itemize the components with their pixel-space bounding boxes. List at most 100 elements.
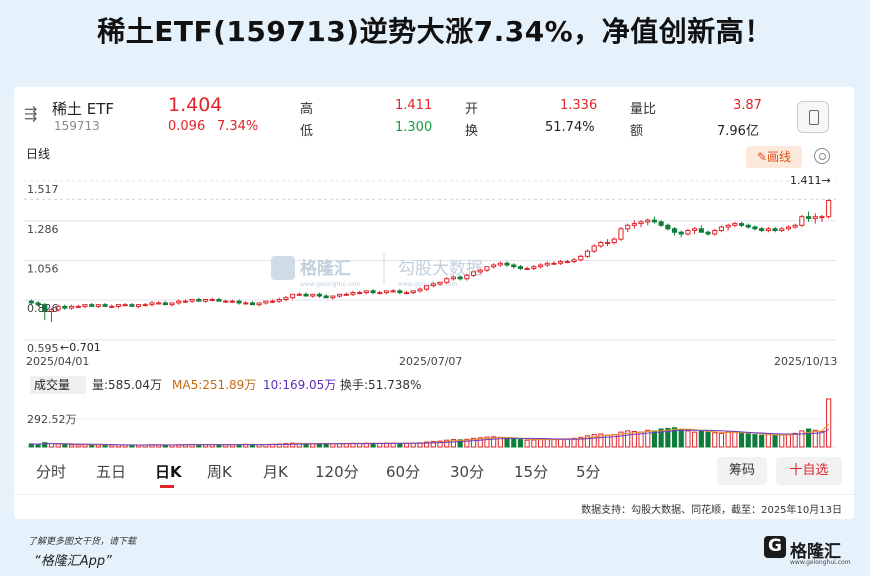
tab-6[interactable]: 60分 [386, 463, 421, 481]
volume-bar [531, 439, 537, 448]
candle-body [618, 228, 624, 240]
candle-body [196, 298, 202, 302]
tab-4[interactable]: 月K [263, 463, 288, 481]
candle-body [363, 290, 369, 294]
volume-bar [584, 435, 591, 448]
price-tick-label: 1.286 [27, 223, 59, 236]
volume-bar [625, 430, 631, 448]
tab-3[interactable]: 周K [207, 463, 232, 481]
date-tick-label: 2025/04/01 [26, 355, 89, 368]
candle-body [243, 302, 249, 305]
volume-bar [491, 436, 497, 448]
candle-body [269, 300, 276, 303]
candle-body [558, 261, 564, 264]
volume-bar [698, 430, 704, 448]
volume-bar [484, 436, 490, 448]
kline-chart[interactable]: 格隆汇 www.gelonghui.com 勾股大数据 www.gogudata… [14, 87, 854, 455]
data-source: 数据支持：勾股大数据、同花顺，截至：2025年10月13日 [581, 505, 842, 516]
candle-body [484, 266, 490, 271]
candle-body [162, 302, 168, 306]
candle-body [62, 305, 68, 309]
candle-body [450, 276, 457, 280]
candle-body [424, 285, 430, 290]
candle-body [604, 242, 611, 245]
volume-title-box [30, 376, 86, 394]
chip-button[interactable]: 筹码 [717, 457, 767, 485]
candle-body [631, 223, 637, 226]
volume-header: 成交量 量:585.04万 MA5:251.89万 10:169.05万 换手:… [30, 376, 421, 394]
candle-body [316, 293, 323, 297]
watermark-brand-sub: www.gelonghui.com [300, 281, 361, 288]
menu-icon[interactable]: ⇶ [24, 104, 38, 123]
candle-body [290, 293, 296, 299]
volume-bar [75, 444, 81, 448]
tab-0[interactable]: 分时 [36, 463, 67, 481]
candle-body [403, 292, 410, 295]
watermark: 格隆汇 www.gelonghui.com 勾股大数据 www.gogudata… [271, 253, 483, 288]
candle-body [216, 298, 222, 302]
volume-bar [504, 437, 510, 448]
tab-8[interactable]: 15分 [514, 463, 549, 481]
tab-9[interactable]: 5分 [576, 463, 601, 481]
add-watchlist-button[interactable]: 十自选 [776, 457, 842, 485]
footer-note: 了解更多图文干货，请下载 [28, 537, 137, 547]
tab-7[interactable]: 30分 [450, 463, 485, 481]
candle-body [336, 293, 343, 297]
candle-body [625, 224, 631, 230]
tab-2[interactable]: 日K [155, 463, 182, 481]
volume-bar [805, 428, 812, 448]
candle-body [209, 298, 215, 301]
amount-label: 额 [630, 124, 644, 139]
pencil-icon: ✎ [756, 150, 768, 164]
volume-bar [671, 427, 678, 448]
volume-tick-label: 292.52万 [27, 413, 77, 426]
volume-bar [665, 427, 671, 448]
volume-bar [444, 439, 450, 448]
candle-body [296, 293, 302, 296]
high-value: 1.411 [395, 98, 433, 113]
volume-bar [544, 438, 550, 448]
candle-body [571, 259, 577, 263]
candle-body [95, 304, 101, 307]
tab-5[interactable]: 120分 [315, 463, 359, 481]
volume-bar [591, 434, 597, 448]
volume-bar [35, 443, 41, 448]
volume-ratio-label: 量比 [630, 102, 657, 117]
logo-sub: www.gelonghui.com [790, 559, 851, 566]
volume-bar [578, 436, 584, 448]
volume-title[interactable]: 成交量 [34, 377, 70, 392]
phone-view-button[interactable] [797, 101, 829, 133]
price-grid [24, 180, 836, 341]
footer: 了解更多图文干货，请下载 “格隆汇App” 格隆汇 www.gelonghui.… [0, 524, 870, 576]
candle-body [48, 309, 55, 313]
candle-body [497, 262, 503, 266]
candle-body [551, 262, 557, 265]
candle-body [417, 288, 423, 292]
candle-body [759, 228, 765, 231]
volume-bar [437, 440, 443, 448]
volume-bar [551, 438, 557, 448]
candle-body [524, 267, 530, 270]
volume-bar [517, 439, 524, 448]
candle-body [444, 278, 450, 283]
candle-body [671, 228, 678, 233]
candle-body [738, 223, 745, 226]
headline: 稀土ETF(159713)逆势大涨7.34%，净值创新高！ [97, 15, 773, 48]
candle-body [263, 300, 269, 304]
quote-card: ⇶ 稀土 ETF 159713 1.404 0.096 7.34% 高 1.41… [14, 87, 854, 519]
price-change-pct: 7.34% [217, 119, 259, 134]
candle-body [470, 271, 477, 276]
tab-1[interactable]: 五日 [96, 463, 127, 481]
settings-gear-icon[interactable] [814, 148, 830, 164]
volume-bar [511, 438, 517, 448]
draw-line-button[interactable]: ✎画线 [746, 146, 802, 168]
candle-body [564, 261, 570, 264]
candle-body [457, 276, 463, 280]
candle-body [437, 281, 443, 285]
volume-bar [685, 430, 691, 448]
candle-body [249, 302, 256, 306]
candle-body [517, 266, 524, 269]
volume-bar [819, 430, 825, 448]
candle-body [89, 304, 95, 307]
watermark-logo-icon [271, 256, 295, 280]
